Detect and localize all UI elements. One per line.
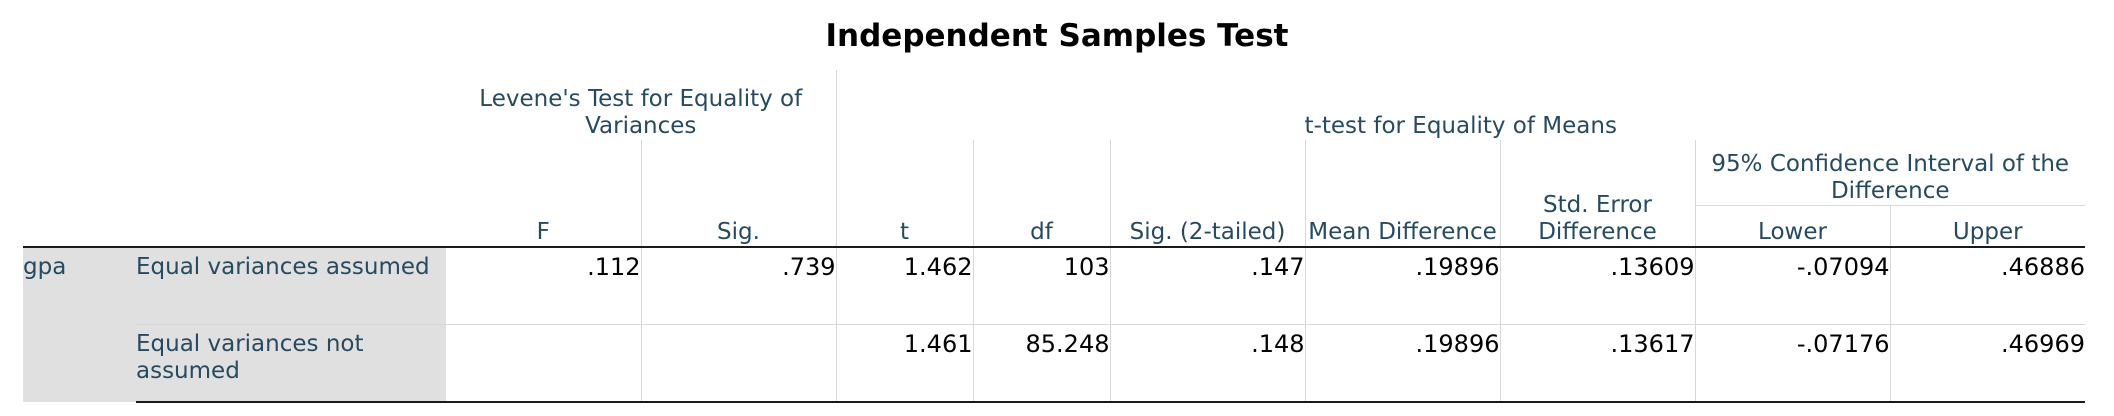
header-corner xyxy=(23,70,446,247)
table-title: Independent Samples Test xyxy=(825,18,1289,54)
independent-samples-test-table: Levene's Test for Equality of Variances … xyxy=(23,70,2085,403)
cell-sig-2-tailed: .148 xyxy=(1109,324,1305,403)
cell-lower: -.07094 xyxy=(1694,246,1890,325)
col-header-std-error-difference: Std. Error Difference xyxy=(1499,140,1695,247)
cell-upper: .46969 xyxy=(1889,324,2085,403)
col-header-t: t xyxy=(835,140,973,247)
cell-mean-difference: .19896 xyxy=(1304,246,1500,325)
cell-lower: -.07176 xyxy=(1694,324,1890,403)
cell-std-error-difference: .13609 xyxy=(1499,246,1695,325)
row-label: Equal variances assumed xyxy=(136,246,446,325)
col-header-lower: Lower xyxy=(1694,205,1890,247)
cell-sig: .739 xyxy=(640,246,836,325)
cell-t: 1.461 xyxy=(835,324,973,403)
cell-upper: .46886 xyxy=(1889,246,2085,325)
cell-sig xyxy=(640,324,836,403)
table-row: Equal variances not assumed 1.461 85.248… xyxy=(23,324,2085,403)
variable-label: gpa xyxy=(23,246,136,402)
cell-df: 103 xyxy=(972,246,1110,325)
cell-f: .112 xyxy=(446,246,641,325)
col-header-df: df xyxy=(972,140,1110,247)
cell-t: 1.462 xyxy=(835,246,973,325)
col-header-sig: Sig. xyxy=(640,140,836,247)
col-header-upper: Upper xyxy=(1889,205,2085,247)
cell-mean-difference: .19896 xyxy=(1304,324,1500,403)
row-label: Equal variances not assumed xyxy=(136,324,446,403)
cell-df: 85.248 xyxy=(972,324,1110,403)
cell-f xyxy=(446,324,641,403)
col-header-mean-difference: Mean Difference xyxy=(1304,140,1500,247)
cell-sig-2-tailed: .147 xyxy=(1109,246,1305,325)
cell-std-error-difference: .13617 xyxy=(1499,324,1695,403)
ci-group-header: 95% Confidence Interval of the Differenc… xyxy=(1694,140,2085,206)
table-row: gpa Equal variances assumed .112 .739 1.… xyxy=(23,246,2085,402)
col-header-sig-2-tailed: Sig. (2-tailed) xyxy=(1109,140,1305,247)
col-header-f: F xyxy=(536,219,550,245)
levene-group-header: Levene's Test for Equality of Variances xyxy=(479,86,803,139)
ttest-group-header: t-test for Equality of Means xyxy=(835,70,2085,140)
